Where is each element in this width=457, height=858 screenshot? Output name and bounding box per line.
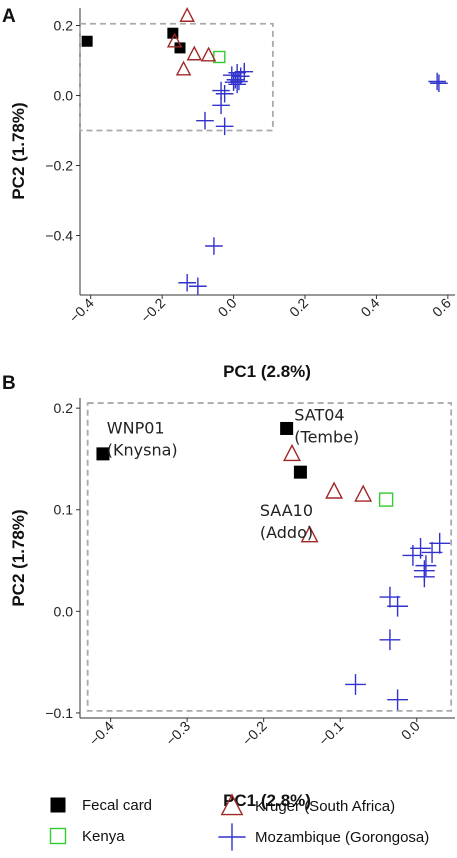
series-mozambique — [345, 532, 451, 711]
x-axis-title: PC1 (2.8%) — [223, 362, 311, 381]
x-tick-label: −0.2 — [239, 718, 270, 749]
point-mozambique — [410, 537, 431, 559]
point-mozambique — [212, 96, 230, 115]
point-mozambique — [230, 72, 248, 91]
sample-annotation: SAT04 (Tembe) — [294, 405, 359, 446]
legend-marker-icon — [220, 793, 244, 816]
point-mozambique — [379, 629, 401, 651]
point-mozambique — [428, 72, 446, 91]
annotation-line: (Addo) — [260, 523, 313, 542]
point-kruger — [283, 443, 301, 462]
point-fecal-card — [167, 27, 179, 39]
point-fecal-card — [280, 421, 294, 435]
x-tick-label: 0.6 — [429, 295, 454, 320]
zoom-region-box — [79, 22, 274, 132]
annotation-line: (Knysna) — [107, 441, 178, 460]
legend-marker-icon — [218, 823, 246, 851]
series-kruger — [283, 443, 373, 543]
legend: Fecal card Kenya Kruger (South Africa) Moza… — [49, 793, 429, 851]
point-kruger — [354, 484, 373, 502]
legend-item: Kenya — [49, 827, 125, 845]
legend-item: Fecal card — [50, 797, 152, 814]
point-kruger — [325, 481, 344, 499]
point-mozambique — [215, 117, 234, 136]
legend-label: Kruger (South Africa) — [255, 798, 395, 815]
y-axis-title: PC2 (1.78%) — [9, 102, 28, 199]
legend-item: Mozambique (Gorongosa) — [218, 823, 429, 851]
point-kruger — [200, 46, 217, 62]
point-mozambique — [205, 237, 223, 255]
point-kruger — [166, 32, 183, 48]
annotation-line: WNP01 — [107, 419, 165, 438]
x-tick-label: 0.2 — [286, 295, 311, 320]
point-mozambique — [345, 674, 366, 695]
legend-marker-icon — [49, 827, 67, 845]
point-kruger — [179, 7, 195, 22]
legend-label: Fecal card — [82, 797, 152, 814]
zoom-region-box — [86, 402, 453, 712]
x-tick-label: −0.3 — [162, 718, 193, 749]
panel-b: B 0.2 0.1 0.0 −0.1 −0.4 −0.3 −0.2 −0.1 0.0 PC1 (2.… — [2, 373, 455, 810]
point-mozambique — [429, 532, 451, 554]
point-mozambique — [415, 555, 437, 577]
legend-marker-icon — [50, 797, 66, 813]
point-fecal-card — [96, 447, 110, 461]
sample-annotation: WNP01 (Knysna) — [107, 419, 178, 460]
y-tick-label: −0.1 — [45, 705, 73, 721]
point-mozambique — [421, 542, 443, 563]
annotation-line: SAT04 — [294, 405, 344, 424]
x-tick-label: 0.0 — [215, 295, 240, 320]
point-mozambique — [196, 111, 214, 130]
x-tick-label: −0.4 — [66, 295, 97, 326]
point-kenya — [378, 492, 394, 507]
point-mozambique — [430, 74, 448, 93]
y-tick-label: −0.4 — [45, 228, 73, 244]
y-tick-label: 0.2 — [54, 400, 74, 416]
series-kruger — [166, 7, 217, 76]
y-tick-label: 0.0 — [54, 603, 74, 619]
point-mozambique — [413, 566, 435, 588]
y-axis-title: PC2 (1.78%) — [9, 509, 28, 606]
y-tick-label: −0.2 — [45, 158, 73, 174]
panel-a: A 0.2 0.0 −0.2 −0.4 −0.4 −0.2 0.0 0.2 0.4 0.6 PC1 (… — [2, 6, 455, 381]
y-tick-label: 0.0 — [54, 88, 74, 104]
point-fecal-card — [293, 465, 307, 479]
point-mozambique — [212, 81, 230, 100]
panel-letter: B — [2, 373, 16, 394]
point-fecal-card — [174, 42, 186, 54]
point-mozambique — [226, 70, 245, 89]
point-mozambique — [379, 586, 401, 608]
legend-item: Kruger (South Africa) — [220, 793, 395, 816]
point-mozambique — [178, 273, 196, 292]
point-fecal-card — [81, 35, 93, 47]
panel-letter: A — [2, 6, 16, 27]
point-mozambique — [228, 75, 246, 94]
point-kruger — [186, 45, 203, 61]
point-mozambique — [387, 689, 409, 711]
x-tick-label: −0.4 — [86, 718, 117, 749]
annotation-line: SAA10 — [260, 501, 313, 520]
legend-label: Kenya — [82, 828, 125, 845]
series-kenya — [378, 492, 394, 507]
point-kruger — [175, 60, 192, 76]
x-axis-title: PC1 (2.8%) — [223, 791, 311, 810]
point-mozambique — [215, 84, 234, 103]
point-kruger — [300, 525, 319, 543]
legend-label: Mozambique (Gorongosa) — [255, 829, 429, 846]
x-tick-label: 0.4 — [357, 295, 382, 320]
series-fecal-card — [81, 27, 186, 54]
y-tick-label: 0.2 — [54, 18, 74, 34]
point-mozambique — [189, 277, 207, 296]
x-tick-label: −0.2 — [137, 295, 168, 326]
series-fecal-card — [96, 421, 307, 479]
y-tick-label: 0.1 — [54, 502, 74, 518]
point-mozambique — [235, 62, 254, 81]
annotation-line: (Tembe) — [294, 427, 359, 446]
x-tick-label: −0.1 — [315, 718, 346, 749]
sample-annotation: SAA10 (Addo) — [260, 501, 313, 542]
x-tick-label: 0.0 — [398, 718, 423, 743]
series-mozambique — [178, 62, 448, 296]
point-mozambique — [387, 595, 409, 617]
